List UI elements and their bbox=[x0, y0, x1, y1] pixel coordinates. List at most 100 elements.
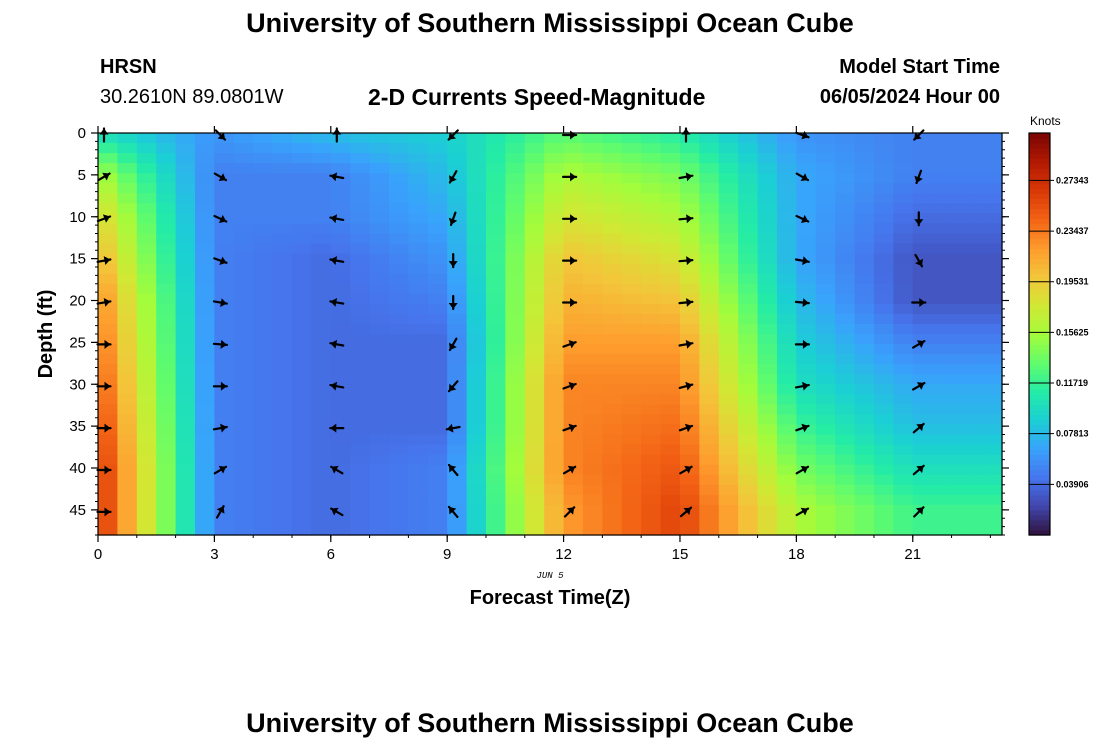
heatmap-cell bbox=[485, 494, 506, 506]
heatmap-cell bbox=[447, 253, 468, 265]
heatmap-cell bbox=[679, 484, 700, 496]
heatmap-cell bbox=[796, 364, 817, 375]
heatmap-cell bbox=[408, 243, 429, 255]
heatmap-cell bbox=[660, 354, 681, 365]
colorbar-segment bbox=[1029, 399, 1050, 405]
heatmap-cell bbox=[563, 514, 584, 526]
heatmap-cell bbox=[195, 273, 215, 285]
heatmap-cell bbox=[330, 354, 351, 365]
heatmap-cell bbox=[447, 323, 468, 335]
heatmap-cell bbox=[311, 524, 332, 536]
heatmap-cell bbox=[136, 474, 157, 486]
heatmap-cell bbox=[388, 313, 409, 325]
heatmap-cell bbox=[117, 203, 138, 214]
heatmap-cell bbox=[563, 273, 584, 285]
heatmap-cell bbox=[563, 183, 584, 194]
colorbar-segment bbox=[1029, 298, 1050, 305]
heatmap-cell bbox=[505, 394, 526, 405]
heatmap-cell bbox=[253, 484, 274, 496]
heatmap-cell bbox=[505, 143, 526, 154]
heatmap-cell bbox=[233, 384, 254, 395]
heatmap-cell bbox=[291, 374, 312, 385]
heatmap-cell bbox=[350, 424, 371, 436]
heatmap-cell bbox=[873, 163, 894, 174]
heatmap-cell bbox=[427, 374, 448, 385]
heatmap-cell bbox=[505, 444, 526, 456]
heatmap-cell bbox=[602, 203, 623, 214]
heatmap-cell bbox=[311, 384, 332, 395]
heatmap-cell bbox=[621, 364, 642, 375]
heatmap-cell bbox=[815, 323, 836, 335]
current-vector-arrow bbox=[795, 214, 810, 223]
heatmap-cell bbox=[835, 464, 856, 476]
heatmap-cell bbox=[893, 394, 914, 405]
heatmap-cell bbox=[776, 494, 797, 506]
heatmap-cell bbox=[466, 474, 487, 486]
heatmap-cell bbox=[699, 273, 720, 285]
heatmap-cell bbox=[738, 354, 759, 365]
heatmap-cell bbox=[854, 283, 875, 295]
heatmap-cell bbox=[214, 424, 235, 436]
heatmap-cell bbox=[505, 354, 526, 365]
heatmap-cell bbox=[544, 153, 565, 164]
heatmap-cell bbox=[408, 354, 429, 365]
heatmap-cell bbox=[195, 334, 215, 345]
heatmap-cell bbox=[175, 514, 196, 526]
heatmap-cell bbox=[912, 213, 933, 225]
heatmap-cell bbox=[776, 344, 797, 355]
heatmap-cell bbox=[951, 313, 972, 325]
heatmap-cell bbox=[912, 414, 933, 426]
heatmap-cell bbox=[621, 303, 642, 315]
heatmap-cell bbox=[970, 193, 991, 204]
heatmap-cell bbox=[621, 283, 642, 295]
heatmap-cell bbox=[427, 173, 448, 184]
heatmap-cell bbox=[757, 253, 778, 265]
heatmap-cell bbox=[311, 293, 332, 305]
heatmap-cell bbox=[175, 454, 196, 466]
heatmap-cell bbox=[738, 213, 759, 225]
heatmap-cell bbox=[466, 163, 487, 174]
heatmap-cell bbox=[893, 143, 914, 154]
heatmap-cell bbox=[951, 494, 972, 506]
heatmap-cell bbox=[932, 263, 953, 275]
heatmap-cell bbox=[98, 444, 118, 456]
colorbar-segment bbox=[1029, 213, 1050, 220]
heatmap-cell bbox=[388, 524, 409, 536]
heatmap-cell bbox=[136, 354, 157, 365]
heatmap-cell bbox=[272, 344, 293, 355]
heatmap-cell bbox=[893, 273, 914, 285]
heatmap-cell bbox=[311, 243, 332, 255]
heatmap-cell bbox=[757, 313, 778, 325]
heatmap-cell bbox=[466, 444, 487, 456]
heatmap-cell bbox=[815, 484, 836, 496]
heatmap-cell bbox=[815, 143, 836, 154]
heatmap-cell bbox=[272, 213, 293, 225]
heatmap-cell bbox=[98, 283, 118, 295]
heatmap-cell bbox=[621, 454, 642, 466]
heatmap-cell bbox=[951, 143, 972, 154]
heatmap-cell bbox=[893, 173, 914, 184]
heatmap-cell bbox=[699, 334, 720, 345]
colorbar-segment bbox=[1029, 349, 1050, 355]
heatmap-cell bbox=[912, 273, 933, 285]
heatmap-cell bbox=[679, 524, 700, 536]
colorbar-segment bbox=[1029, 434, 1050, 441]
heatmap-cell bbox=[175, 504, 196, 516]
heatmap-cell bbox=[893, 504, 914, 516]
heatmap-cell bbox=[447, 424, 468, 436]
heatmap-cell bbox=[738, 494, 759, 506]
heatmap-cell bbox=[291, 514, 312, 526]
heatmap-cell bbox=[466, 384, 487, 395]
heatmap-cell bbox=[485, 273, 506, 285]
heatmap-cell bbox=[757, 263, 778, 275]
heatmap-cell bbox=[272, 283, 293, 295]
heatmap-cell bbox=[621, 153, 642, 164]
heatmap-cell bbox=[815, 153, 836, 164]
y-tick-label: 30 bbox=[69, 376, 86, 393]
heatmap-cell bbox=[815, 283, 836, 295]
heatmap-cell bbox=[98, 454, 118, 466]
heatmap-cell bbox=[447, 263, 468, 275]
current-vector-arrow bbox=[212, 381, 228, 391]
heatmap-cell bbox=[641, 404, 662, 415]
heatmap-cell bbox=[485, 203, 506, 214]
